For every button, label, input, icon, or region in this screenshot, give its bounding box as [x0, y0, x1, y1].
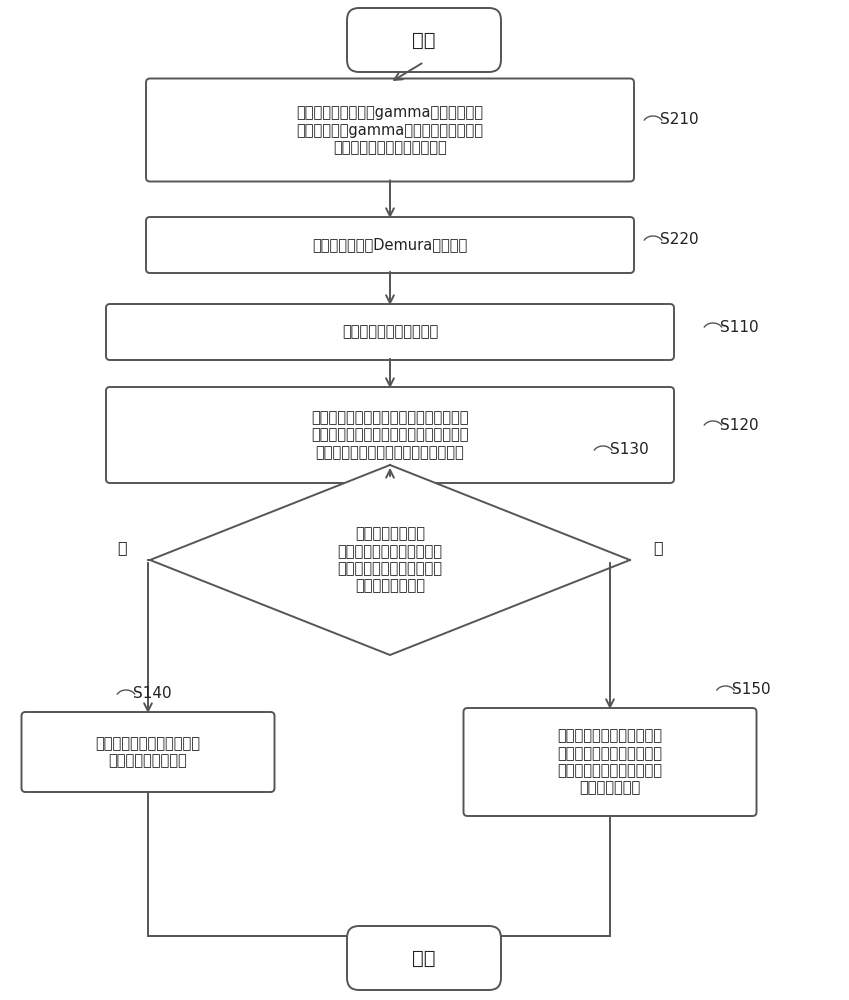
- FancyBboxPatch shape: [347, 8, 501, 72]
- FancyBboxPatch shape: [464, 708, 756, 816]
- FancyBboxPatch shape: [146, 79, 634, 182]
- FancyBboxPatch shape: [106, 387, 674, 483]
- FancyBboxPatch shape: [21, 712, 274, 792]
- Text: 否: 否: [117, 540, 127, 556]
- Text: S150: S150: [733, 682, 771, 698]
- Text: S140: S140: [133, 686, 171, 702]
- Text: 计算第一光学数据
和第二光学数据的光学数据
差异，并判断光学数据差异
是否在设定范围内: 计算第一光学数据 和第二光学数据的光学数据 差异，并判断光学数据差异 是否在设定…: [338, 526, 442, 594]
- Text: S210: S210: [660, 112, 699, 127]
- Polygon shape: [150, 465, 630, 655]
- Text: 结束: 结束: [413, 948, 436, 968]
- Text: S120: S120: [720, 418, 759, 432]
- FancyBboxPatch shape: [146, 217, 634, 273]
- FancyBboxPatch shape: [347, 926, 501, 990]
- Text: 可以对显示面板进行gamma参数调整，并
根据调整后的gamma参数确定第一显示区
域光学数据补偿参数的初始值: 可以对显示面板进行gamma参数调整，并 根据调整后的gamma参数确定第一显示…: [296, 105, 483, 155]
- Text: S130: S130: [610, 442, 649, 458]
- Text: 获取显示从显示面板的光学数据中确定第
一显示区对应的第一光学数据和第二显示
区对应的第二光学数据面板的光学数据: 获取显示从显示面板的光学数据中确定第 一显示区对应的第一光学数据和第二显示 区对…: [312, 410, 469, 460]
- Text: 是: 是: [653, 540, 663, 556]
- Text: 将调整后的第一显示区域光
学补偿参数写入显示面板中
和第一显示区域光学补偿功
能对应的寄存器: 将调整后的第一显示区域光 学补偿参数写入显示面板中 和第一显示区域光学补偿功 能…: [558, 728, 662, 796]
- Text: 开始: 开始: [413, 30, 436, 49]
- FancyBboxPatch shape: [106, 304, 674, 360]
- Text: 调整显示面板的第一显示区
域光学数据补偿参数: 调整显示面板的第一显示区 域光学数据补偿参数: [95, 736, 200, 768]
- Text: 对显示面板进行Demura参数调整: 对显示面板进行Demura参数调整: [312, 237, 468, 252]
- Text: S220: S220: [660, 232, 699, 247]
- Text: S110: S110: [720, 320, 759, 334]
- Text: 获取显示面板的光学数据: 获取显示面板的光学数据: [342, 324, 438, 340]
